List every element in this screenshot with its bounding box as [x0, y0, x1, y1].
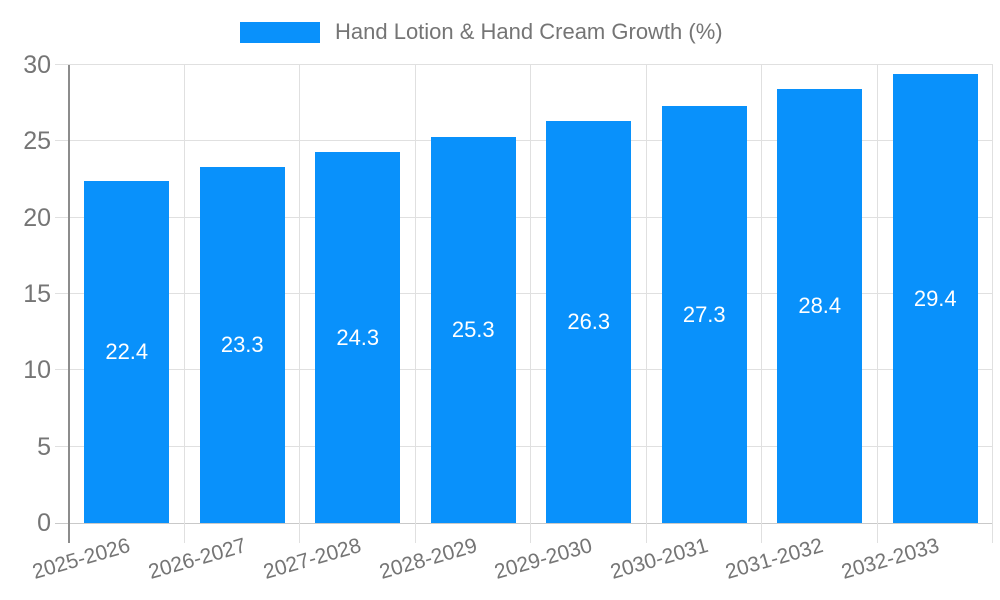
- bar-value-label: 29.4: [913, 285, 957, 311]
- x-axis-tick: [645, 523, 647, 543]
- x-gridline: [992, 65, 993, 523]
- x-tick-label: 2028-2029: [376, 534, 480, 584]
- bar-value-label: 25.3: [451, 316, 495, 342]
- bar-value-label: 22.4: [105, 339, 149, 364]
- x-tick-label: 2029-2030: [492, 534, 596, 584]
- y-tick-label: 25: [23, 127, 51, 156]
- y-tick-label: 30: [23, 51, 51, 79]
- y-gridline: [55, 369, 993, 371]
- y-tick-label: 10: [23, 356, 51, 385]
- x-axis-tick: [530, 523, 531, 543]
- bar-value-label: 26.3: [567, 309, 611, 335]
- x-axis-tick: [992, 523, 993, 543]
- x-axis-tick: [414, 523, 416, 543]
- y-gridline: [55, 445, 993, 447]
- y-tick-label: 20: [23, 203, 51, 232]
- y-axis-line: [68, 65, 70, 543]
- bar[interactable]: [430, 136, 516, 523]
- x-gridline: [876, 65, 878, 523]
- y-tick-label: 15: [23, 280, 51, 308]
- x-axis-baseline: [55, 523, 993, 524]
- bar[interactable]: [892, 74, 978, 523]
- bar-value-label: 28.4: [798, 293, 842, 319]
- x-gridline: [530, 65, 531, 523]
- x-axis-tick: [299, 523, 300, 543]
- bar-value-label: 24.3: [336, 324, 380, 350]
- y-gridline: [55, 216, 993, 218]
- bar[interactable]: [777, 89, 863, 523]
- x-gridline: [414, 65, 416, 523]
- legend[interactable]: Hand Lotion & Hand Cream Growth (%): [240, 19, 723, 44]
- legend-color-swatch-icon: [240, 21, 320, 43]
- x-tick-label: 2031-2032: [723, 534, 827, 584]
- x-gridline: [299, 65, 300, 523]
- x-axis-tick: [183, 523, 185, 543]
- bar[interactable]: [84, 181, 170, 523]
- x-gridline: [645, 65, 647, 523]
- bar[interactable]: [199, 167, 285, 523]
- x-tick-label: 2032-2033: [838, 534, 942, 584]
- legend-series-label: Hand Lotion & Hand Cream Growth (%): [335, 19, 723, 44]
- x-axis-tick: [876, 523, 878, 543]
- bar-value-label: 27.3: [682, 301, 726, 327]
- y-gridline: [55, 293, 993, 294]
- x-tick-label: 2026-2027: [145, 534, 249, 584]
- bar[interactable]: [546, 121, 632, 523]
- x-gridline: [761, 65, 762, 523]
- x-axis-tick: [761, 523, 762, 543]
- x-tick-label: 2027-2028: [261, 534, 365, 584]
- bar[interactable]: [661, 106, 747, 523]
- y-gridline: [55, 64, 993, 65]
- bar-value-label: 23.3: [220, 332, 264, 358]
- x-tick-label: 2030-2031: [607, 534, 711, 584]
- y-tick-label: 5: [37, 432, 51, 461]
- bar[interactable]: [315, 152, 401, 523]
- x-gridline: [183, 65, 185, 523]
- y-tick-label: 0: [37, 509, 51, 537]
- y-gridline: [55, 140, 993, 142]
- x-tick-label: 2025-2026: [30, 534, 134, 584]
